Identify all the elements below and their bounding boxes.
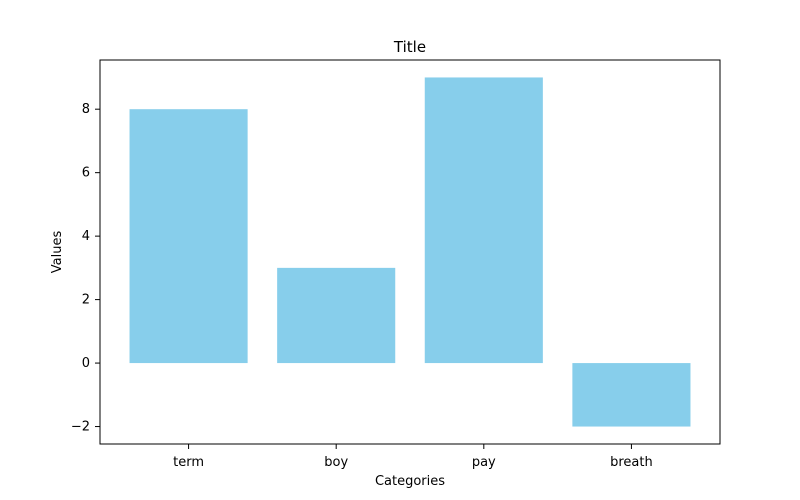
y-tick-label--2: −2 — [71, 420, 90, 435]
bar-boy — [277, 267, 396, 364]
y-tick-label-6: 6 — [82, 166, 90, 181]
y-axis-label: Values — [50, 231, 65, 274]
bars-layer — [129, 77, 691, 427]
bar-term — [129, 109, 248, 364]
bar-breath — [572, 363, 691, 427]
x-tick-label-breath: breath — [610, 455, 653, 470]
bar-pay — [424, 77, 543, 364]
y-axis-ticks: −2 0 2 4 6 8 — [71, 102, 100, 435]
y-tick-label-0: 0 — [82, 356, 90, 371]
x-tick-label-pay: pay — [472, 455, 496, 470]
chart-title: Title — [393, 38, 426, 56]
x-tick-label-boy: boy — [324, 455, 348, 470]
x-axis-label: Categories — [375, 474, 445, 489]
x-tick-label-term: term — [173, 455, 204, 470]
x-axis-ticks: term boy pay breath — [173, 444, 653, 470]
y-tick-label-8: 8 — [82, 102, 90, 117]
y-tick-label-2: 2 — [82, 293, 90, 308]
y-tick-label-4: 4 — [82, 229, 90, 244]
plot-frame-border — [99, 59, 721, 445]
